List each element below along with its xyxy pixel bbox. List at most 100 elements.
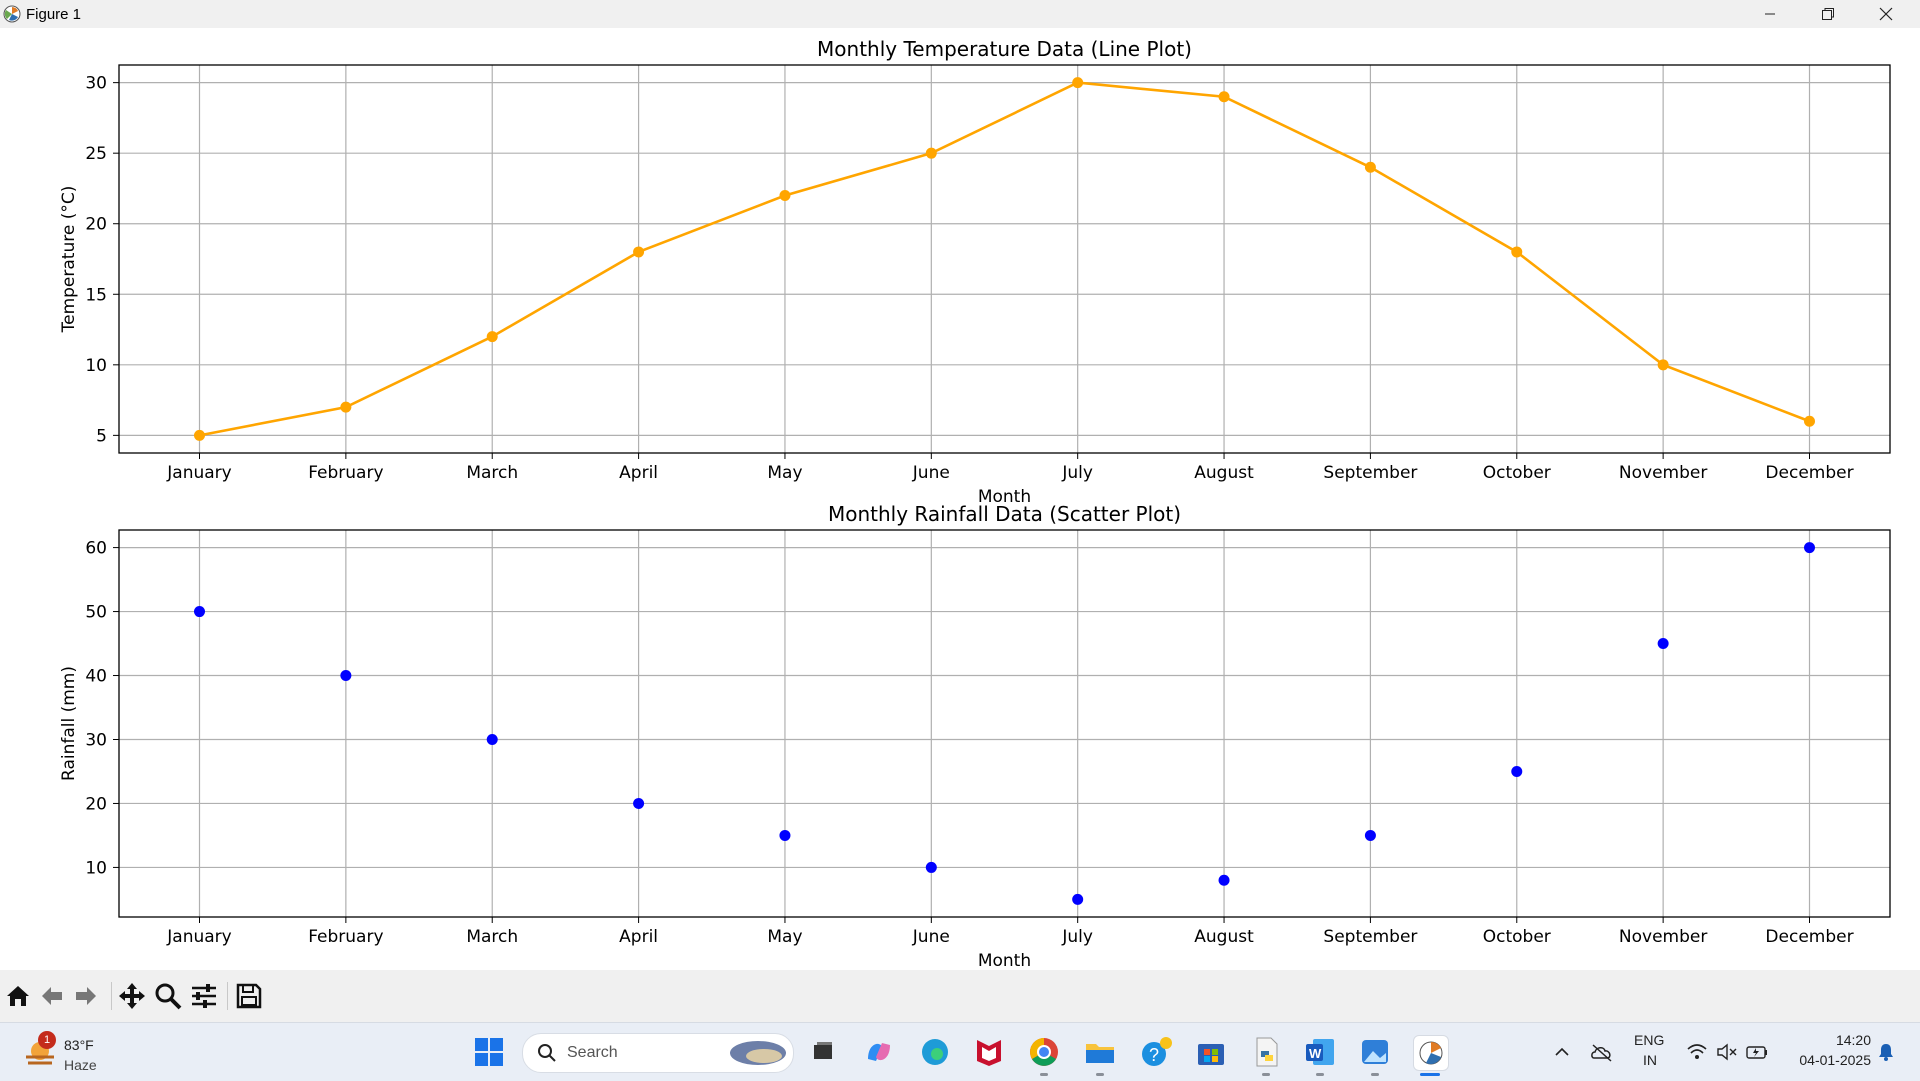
temperature-point-april <box>633 246 645 258</box>
help-icon[interactable]: ? <box>1139 1035 1173 1069</box>
active-indicator <box>1420 1073 1440 1076</box>
minimize-button[interactable] <box>1741 0 1799 28</box>
temperature-point-march <box>486 331 498 343</box>
rainfall-point-april <box>633 797 645 809</box>
save-icon <box>236 983 262 1009</box>
x-tick-label: June <box>912 463 950 483</box>
taskbar-search-box[interactable]: Search <box>522 1033 794 1073</box>
python-file-icon[interactable] <box>1249 1035 1283 1069</box>
rainfall-point-december <box>1804 542 1815 554</box>
clock-time[interactable]: 14:20 <box>1835 1032 1871 1048</box>
x-tick-label: January <box>166 463 231 483</box>
matplotlib-figure-taskbar-icon[interactable] <box>1413 1035 1449 1071</box>
search-icon <box>538 1044 556 1062</box>
pan-button[interactable] <box>116 980 148 1012</box>
wifi-icon[interactable] <box>1686 1043 1708 1061</box>
rainfall-point-may <box>779 829 791 841</box>
configure-subplots-button[interactable] <box>188 980 220 1012</box>
word-icon[interactable]: W <box>1303 1035 1337 1069</box>
y-tick-label: 30 <box>85 74 107 94</box>
restore-button[interactable] <box>1799 0 1857 28</box>
chart-title: Monthly Temperature Data (Line Plot) <box>817 37 1192 61</box>
x-tick-label: January <box>166 927 231 947</box>
y-tick-label: 30 <box>85 730 107 750</box>
x-tick-label: March <box>466 927 518 947</box>
windows-start-icon[interactable] <box>473 1036 505 1068</box>
rainfall-point-august <box>1218 874 1230 886</box>
file-explorer-icon[interactable] <box>1083 1035 1117 1069</box>
temperature-point-may <box>779 190 791 202</box>
y-tick-label: 15 <box>85 285 107 305</box>
temperature-point-july <box>1072 77 1084 89</box>
zoom-icon <box>155 983 182 1010</box>
rainfall-point-september <box>1364 829 1376 841</box>
running-indicator <box>1262 1073 1270 1076</box>
y-tick-label: 10 <box>85 858 107 878</box>
weather-description: Haze <box>64 1057 97 1073</box>
matplotlib-app-icon <box>3 5 21 23</box>
temperature-point-february <box>340 401 352 413</box>
x-tick-label: June <box>912 927 950 947</box>
temperature-point-june <box>925 147 937 159</box>
search-highlight-icon <box>730 1041 786 1065</box>
x-tick-label: July <box>1061 463 1093 483</box>
microsoft-store-icon[interactable] <box>1194 1035 1228 1069</box>
axes-frame <box>118 529 1891 918</box>
x-tick-label: August <box>1194 463 1254 483</box>
weather-widget[interactable]: 1 83°F Haze <box>18 1031 138 1075</box>
x-axis-label: Month <box>978 951 1031 970</box>
edge-browser-icon[interactable] <box>918 1035 952 1069</box>
running-indicator <box>1096 1073 1104 1076</box>
chrome-browser-icon[interactable] <box>1027 1035 1061 1069</box>
home-button[interactable] <box>2 980 34 1012</box>
clock-date[interactable]: 04-01-2025 <box>1799 1052 1871 1068</box>
x-tick-label: May <box>767 927 802 947</box>
zoom-button[interactable] <box>152 980 184 1012</box>
x-tick-label: April <box>619 927 658 947</box>
chart-area: January February March April May June July Augu… <box>59 37 1891 970</box>
x-tick-label: September <box>1323 927 1417 947</box>
x-tick-label: February <box>308 927 383 947</box>
running-indicator <box>1040 1073 1048 1076</box>
home-icon <box>7 986 29 1006</box>
y-tick-label: 60 <box>85 539 107 559</box>
rainfall-point-november <box>1657 638 1669 650</box>
rainfall-point-march <box>486 733 498 745</box>
minimize-icon <box>1765 13 1775 15</box>
back-button[interactable] <box>36 980 68 1012</box>
x-tick-label: April <box>619 463 658 483</box>
forward-button[interactable] <box>70 980 102 1012</box>
mcafee-icon[interactable] <box>972 1035 1006 1069</box>
chevron-up-icon[interactable] <box>1553 1043 1571 1061</box>
y-tick-label: 20 <box>85 794 107 814</box>
forward-icon <box>76 987 96 1005</box>
copilot-icon[interactable] <box>862 1035 896 1069</box>
notification-bell-icon[interactable] <box>1876 1042 1896 1062</box>
pan-icon <box>119 983 145 1009</box>
x-tick-label: May <box>767 463 802 483</box>
x-tick-label: December <box>1765 927 1853 947</box>
figure-canvas[interactable]: January February March April May June July Augu… <box>0 28 1920 970</box>
onedrive-offline-icon[interactable] <box>1590 1042 1614 1062</box>
navigation-toolbar <box>0 970 1920 1022</box>
x-tick-label: August <box>1194 927 1254 947</box>
volume-muted-icon[interactable] <box>1716 1043 1738 1061</box>
x-tick-label: December <box>1765 463 1853 483</box>
configure-subplots-icon <box>192 984 216 1008</box>
y-axis-label: Rainfall (mm) <box>59 666 79 781</box>
y-tick-label: 20 <box>85 215 107 235</box>
svg-text:W: W <box>1309 1046 1322 1061</box>
window-title-bar: Figure 1 <box>0 0 1920 29</box>
x-tick-label: February <box>308 463 383 483</box>
task-view-icon[interactable] <box>806 1035 840 1069</box>
photos-icon[interactable] <box>1358 1035 1392 1069</box>
language-indicator[interactable]: ENG <box>1634 1032 1665 1048</box>
window-title: Figure 1 <box>26 6 82 23</box>
temperature-point-august <box>1218 91 1230 103</box>
axes-frame <box>118 64 1891 454</box>
battery-charging-icon[interactable] <box>1745 1043 1769 1061</box>
save-button[interactable] <box>233 980 265 1012</box>
region-indicator[interactable]: IN <box>1643 1052 1657 1068</box>
close-button[interactable] <box>1857 0 1915 28</box>
x-tick-label: October <box>1483 927 1551 947</box>
